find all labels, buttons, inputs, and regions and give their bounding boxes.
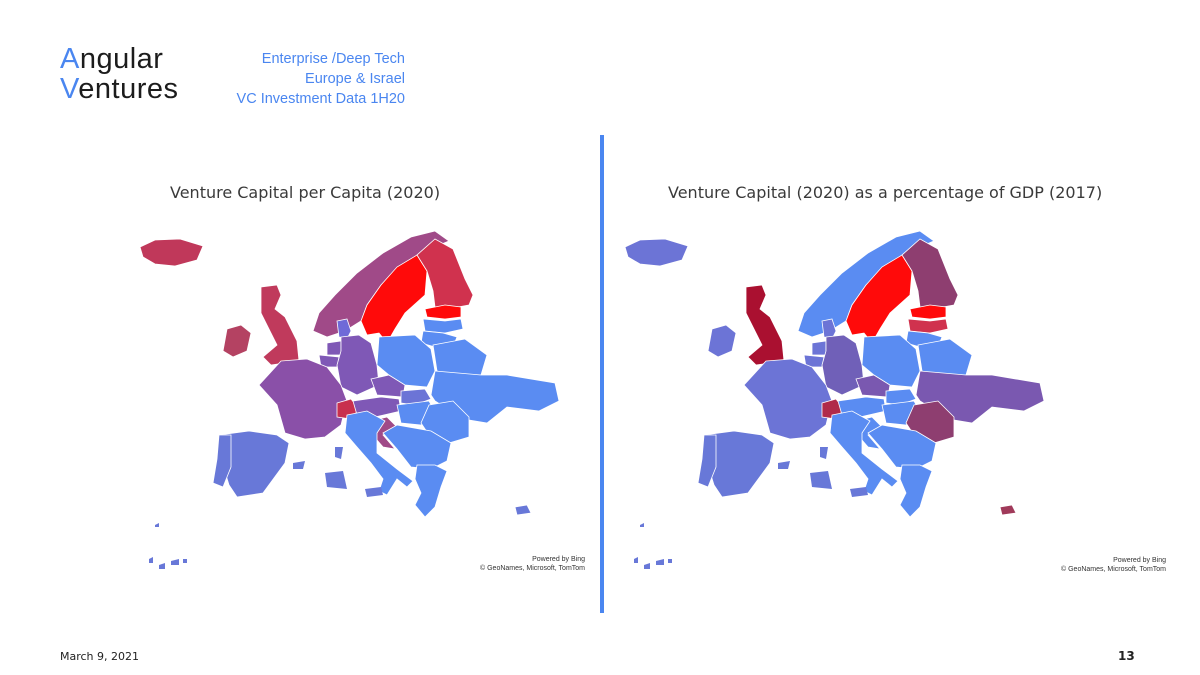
country-denmark [821,318,837,340]
right-map-credit: Powered by Bing © GeoNames, Microsoft, T… [1020,556,1166,574]
logo-accent-a: A [60,43,80,75]
map-vc-percent-gdp [620,225,1070,585]
country-greece [414,464,448,518]
country-finland [416,238,474,310]
country-latvia [422,318,464,334]
island-4 [634,557,638,563]
country-poland [376,334,436,388]
country-ireland [222,324,252,358]
island-3 [293,461,305,469]
country-ukraine [915,370,1045,424]
country-poland [861,334,921,388]
island-3 [778,461,790,469]
island-1 [810,471,832,489]
logo-line-2: Ventures [60,74,200,104]
map-svg [139,230,560,569]
country-france [743,358,833,440]
island-0 [820,447,828,459]
island-6 [656,559,664,565]
header-subtitle: Enterprise /Deep Tech Europe & Israel VC… [200,49,405,109]
country-france [258,358,348,440]
country-germany [821,334,865,396]
left-map-title: Venture Capital per Capita (2020) [170,183,441,202]
logo-accent-v: V [60,73,79,105]
country-iceland [139,238,204,267]
country-germany [336,334,380,396]
country-estonia [909,304,947,320]
footer-date: March 9, 2021 [60,650,140,663]
header-line-2: Europe & Israel [305,71,405,87]
country-latvia [907,318,949,334]
country-portugal [697,434,717,488]
angular-ventures-logo: Angular Ventures [60,44,200,104]
logo-text-2: entures [78,73,179,105]
country-finland [901,238,959,310]
country-denmark [336,318,352,340]
logo-text-1: ngular [79,43,164,75]
left-credit-powered: Powered by Bing [532,556,585,563]
country-uk [745,284,785,366]
country-sweden [845,254,913,344]
right-credit-sources: © GeoNames, Microsoft, TomTom [1061,566,1166,573]
country-netherlands [326,340,342,356]
country-ireland [707,324,737,358]
country-balkans [382,424,452,470]
header-line-1: Enterprise /Deep Tech [261,51,405,67]
country-greece [899,464,933,518]
vertical-divider [600,135,604,613]
country-portugal [212,434,232,488]
island-0 [335,447,343,459]
island-5 [644,563,650,569]
island-2 [365,487,383,497]
page-number: 13 [1118,649,1135,663]
island-7 [640,523,644,527]
map-vc-per-capita [135,225,585,585]
left-credit-sources: © GeoNames, Microsoft, TomTom [480,565,585,572]
island-8 [668,559,672,563]
island-5 [159,563,165,569]
country-italy [829,410,899,496]
island-1 [325,471,347,489]
country-ukraine [430,370,560,424]
country-estonia [424,304,462,320]
header-line-3: VC Investment Data 1H20 [236,91,405,107]
country-italy [344,410,414,496]
right-credit-powered: Powered by Bing [1113,557,1166,564]
island-6 [171,559,179,565]
country-cyprus [514,504,532,516]
left-map-credit: Powered by Bing © GeoNames, Microsoft, T… [440,555,585,573]
country-cyprus [999,504,1017,516]
country-sweden [360,254,428,344]
island-2 [850,487,868,497]
island-8 [183,559,187,563]
country-netherlands [811,340,827,356]
country-iceland [624,238,689,267]
island-4 [149,557,153,563]
map-svg [624,230,1045,569]
country-uk [260,284,300,366]
logo-line-1: Angular [60,44,200,74]
right-map-title: Venture Capital (2020) as a percentage o… [668,183,1103,202]
island-7 [155,523,159,527]
country-balkans [867,424,937,470]
